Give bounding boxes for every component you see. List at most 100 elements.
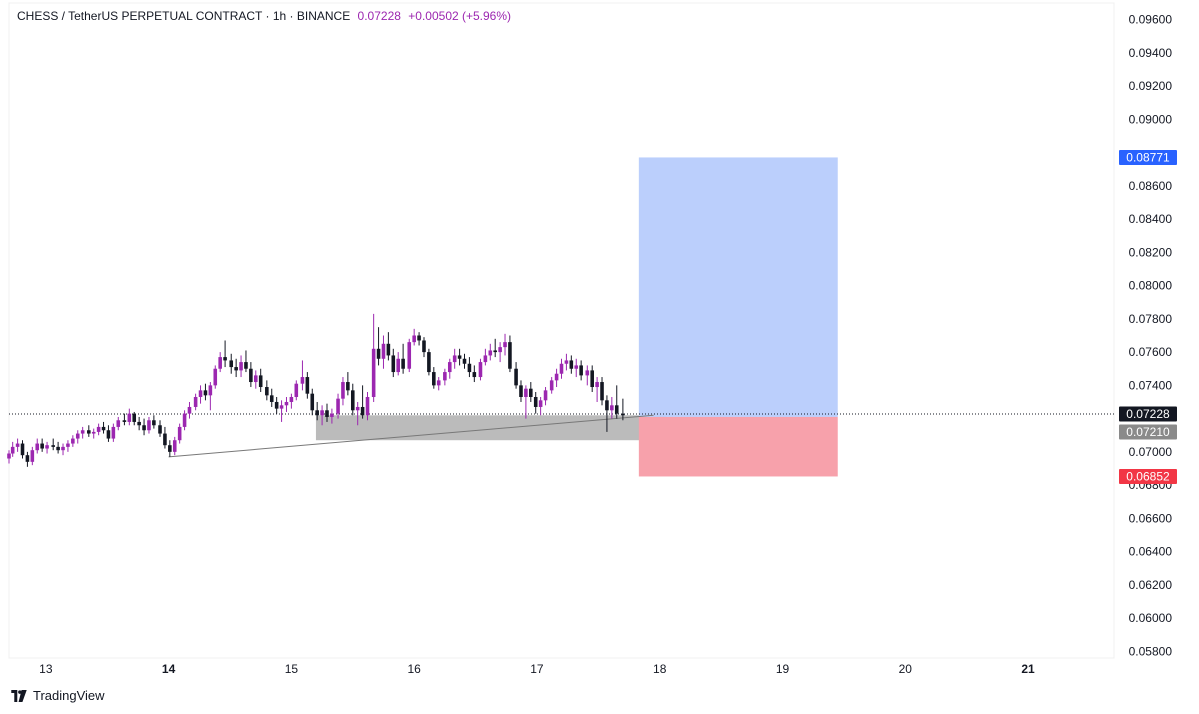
candle-body: [549, 380, 554, 391]
position-stop-zone: [638, 416, 838, 477]
tradingview-logo-icon: [11, 689, 27, 702]
candle-body: [320, 410, 324, 416]
candle-body: [101, 426, 106, 431]
symbol-legend: CHESS / TetherUS PERPETUAL CONTRACT · 1h…: [17, 9, 511, 23]
candle-body: [258, 375, 263, 388]
x-tick-label: 14: [162, 662, 176, 676]
candle-body: [294, 383, 299, 397]
candle-body: [350, 390, 355, 411]
candle-body: [559, 363, 564, 374]
candle-body: [422, 340, 426, 353]
candle-body: [208, 385, 213, 396]
candle-body: [396, 358, 400, 373]
last-price-badge: [1119, 406, 1177, 422]
candle-body: [533, 396, 538, 407]
candle-body: [443, 372, 447, 381]
candle-body: [163, 433, 167, 446]
candle-body: [137, 421, 141, 426]
y-tick-label: 0.07800: [1129, 312, 1173, 326]
price-change-value: +0.00502 (+5.96%): [408, 9, 512, 23]
stop-price-badge-text: 0.06852: [1126, 469, 1170, 483]
candle-body: [610, 405, 614, 411]
x-tick-label: 15: [285, 662, 299, 676]
candle-body: [529, 388, 533, 397]
y-tick-label: 0.06600: [1129, 511, 1173, 525]
candle-body: [177, 426, 182, 441]
candle-body: [457, 355, 462, 359]
candle-body: [365, 396, 370, 416]
candle-body: [20, 443, 25, 456]
candle-body: [132, 413, 137, 422]
tradingview-watermark[interactable]: TradingView: [10, 688, 105, 703]
x-tick-label: 19: [776, 662, 790, 676]
candle-body: [574, 365, 579, 369]
candle-body: [376, 348, 381, 359]
candle-body: [417, 335, 421, 341]
candle-body: [182, 413, 187, 427]
candle-body: [213, 368, 218, 386]
candle-body: [514, 368, 518, 386]
trendline: [168, 414, 654, 458]
candle-body: [61, 446, 65, 451]
x-tick-label: 21: [1021, 662, 1035, 676]
candle-body: [614, 405, 619, 414]
candle-body: [305, 377, 310, 394]
candle-body: [40, 443, 44, 449]
candle-body: [87, 430, 91, 434]
candle-body: [168, 445, 172, 452]
candle-body: [381, 343, 386, 359]
candle-body: [585, 370, 590, 376]
candle-body: [569, 360, 574, 369]
candle-body: [249, 368, 253, 383]
brand-name: TradingView: [33, 688, 105, 703]
candle-body: [122, 420, 127, 422]
x-tick-label: 16: [407, 662, 421, 676]
candle-body: [127, 413, 132, 422]
y-tick-label: 0.08200: [1129, 245, 1173, 259]
candle-body: [407, 342, 412, 369]
candle-body: [158, 425, 162, 434]
candle-body: [269, 395, 274, 402]
candle-body: [600, 382, 604, 401]
y-tick-label: 0.06000: [1129, 611, 1173, 625]
candle-body: [244, 362, 248, 369]
candle-body: [371, 348, 376, 397]
candle-body: [538, 400, 543, 407]
candle-body: [579, 365, 583, 376]
candle-body: [590, 370, 594, 388]
x-tick-label: 13: [39, 662, 53, 676]
candle-body: [432, 372, 436, 386]
y-tick-label: 0.06200: [1129, 578, 1173, 592]
candle-body: [80, 430, 85, 434]
candle-body: [96, 426, 101, 432]
candle-body: [508, 342, 512, 369]
x-tick-label: 20: [899, 662, 913, 676]
candle-body: [330, 413, 334, 417]
candle-body: [187, 406, 192, 414]
candle-body: [341, 382, 345, 399]
y-tick-label: 0.05800: [1129, 644, 1173, 658]
candle-body: [452, 355, 457, 363]
candle-body: [493, 350, 497, 353]
candle-body: [554, 373, 559, 381]
symbol-title[interactable]: CHESS / TetherUS PERPETUAL CONTRACT · 1h…: [17, 9, 351, 23]
entry-price-badge: [1119, 424, 1177, 440]
candle-body: [7, 453, 11, 459]
candle-body: [621, 413, 625, 416]
candle-body: [229, 360, 234, 368]
y-tick-label: 0.09600: [1129, 13, 1173, 27]
candle-body: [483, 355, 488, 363]
candle-body: [147, 420, 151, 431]
candle-body: [10, 446, 15, 454]
candle-body: [193, 396, 198, 407]
candle-body: [152, 420, 156, 426]
candle-body: [336, 398, 340, 414]
candle-body: [467, 363, 472, 373]
candle-body: [519, 385, 523, 397]
candle-body: [284, 401, 289, 406]
candle-body: [564, 360, 569, 364]
target-price-badge-text: 0.08771: [1126, 150, 1170, 164]
x-tick-label: 17: [530, 662, 544, 676]
candle-body: [427, 352, 431, 373]
